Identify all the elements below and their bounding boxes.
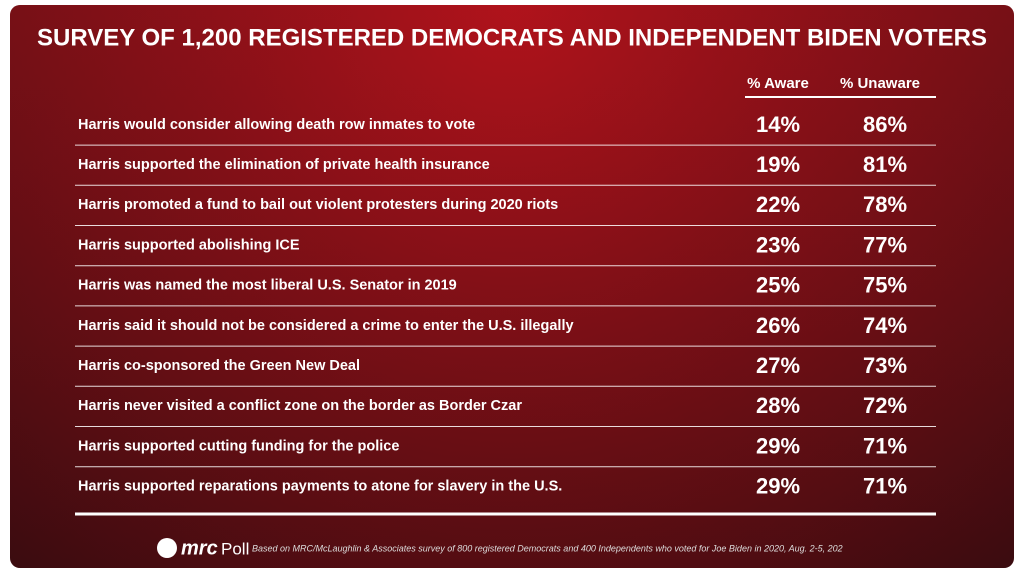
unaware-value: 77%	[863, 232, 907, 257]
aware-value: 26%	[756, 313, 800, 338]
brand: mrc	[181, 537, 218, 559]
aware-value: 29%	[756, 474, 800, 499]
aware-value: 23%	[756, 232, 800, 257]
aware-value: 22%	[756, 192, 800, 217]
statement: Harris would consider allowing death row…	[78, 117, 475, 133]
aware-value: 27%	[756, 353, 800, 378]
unaware-value: 72%	[863, 393, 907, 418]
aware-value: 14%	[756, 112, 800, 137]
aware-value: 28%	[756, 393, 800, 418]
logo-icon	[157, 538, 177, 558]
aware-value: 19%	[756, 152, 800, 177]
statement: Harris never visited a conflict zone on …	[78, 398, 522, 414]
source-note: Based on MRC/McLaughlin & Associates sur…	[252, 543, 843, 553]
unaware-value: 71%	[863, 433, 907, 458]
statement: Harris supported cutting funding for the…	[78, 438, 399, 454]
aware-value: 25%	[756, 273, 800, 298]
statement: Harris supported reparations payments to…	[78, 479, 562, 495]
statement: Harris co-sponsored the Green New Deal	[78, 358, 360, 374]
unaware-value: 78%	[863, 192, 907, 217]
unaware-value: 74%	[863, 313, 907, 338]
aware-value: 29%	[756, 433, 800, 458]
unaware-value: 71%	[863, 474, 907, 499]
statement: Harris said it should not be considered …	[78, 318, 574, 334]
column-header: % Unaware	[840, 75, 920, 92]
unaware-value: 73%	[863, 353, 907, 378]
title: SURVEY OF 1,200 REGISTERED DEMOCRATS AND…	[37, 24, 987, 51]
column-header: % Aware	[747, 75, 809, 92]
unaware-value: 86%	[863, 112, 907, 137]
statement: Harris supported the elimination of priv…	[78, 157, 490, 173]
unaware-value: 75%	[863, 273, 907, 298]
brand-suffix: Poll	[221, 539, 249, 558]
statement: Harris was named the most liberal U.S. S…	[78, 278, 457, 294]
unaware-value: 81%	[863, 152, 907, 177]
logo: mrc Poll	[157, 537, 249, 559]
statement: Harris supported abolishing ICE	[78, 237, 300, 253]
statement: Harris promoted a fund to bail out viole…	[78, 197, 558, 213]
infographic	[10, 5, 1014, 568]
